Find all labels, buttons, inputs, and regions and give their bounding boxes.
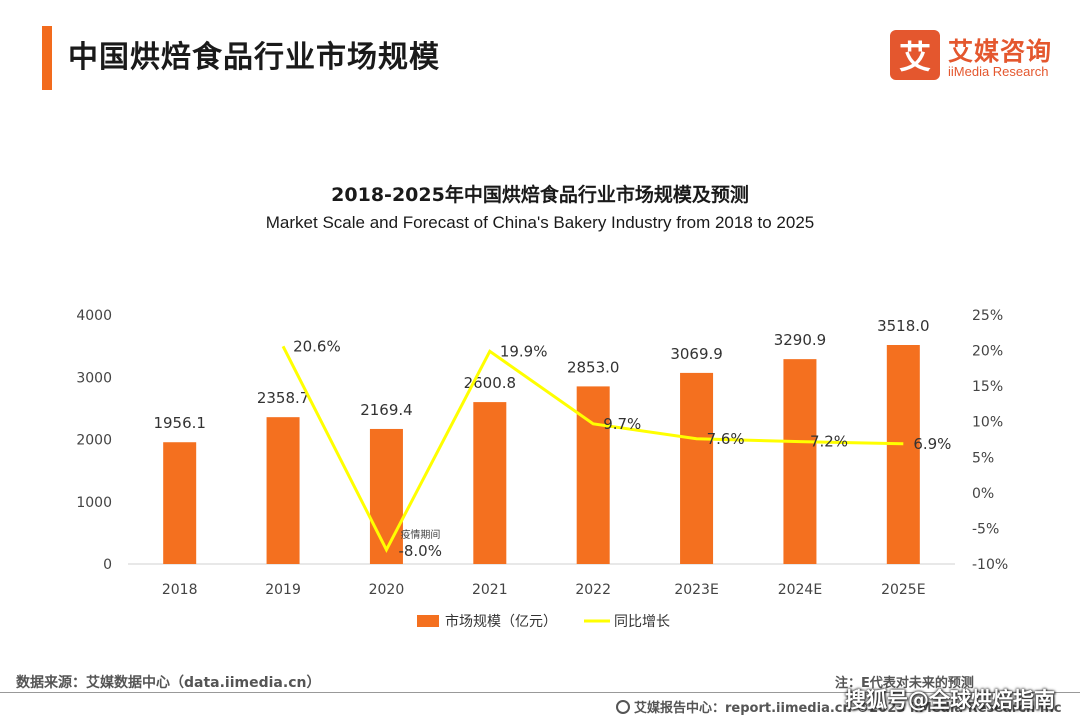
bar-value-label: 2853.0 <box>567 358 620 376</box>
right-tick-label: 10% <box>972 415 1003 431</box>
left-tick-label: 0 <box>103 557 112 573</box>
right-tick-label: -10% <box>972 557 1008 573</box>
legend-swatch-bar <box>417 615 439 627</box>
x-tick-label: 2023E <box>674 582 718 598</box>
x-tick-label: 2018 <box>162 582 198 598</box>
annotation-label: 疫情期间 <box>400 528 440 541</box>
x-tick-label: 2025E <box>881 582 925 598</box>
bar-value-label: 2169.4 <box>360 401 413 419</box>
footer-report: 艾媒报告中心：report.iimedia.cn ©2023 iiMedia R… <box>616 697 1062 716</box>
growth-value-label: 7.6% <box>707 430 745 448</box>
left-tick-label: 4000 <box>76 308 112 324</box>
bar-value-label: 1956.1 <box>153 414 206 432</box>
bar <box>163 442 197 564</box>
logo-mark-icon: 艾 <box>890 30 940 80</box>
footer-divider <box>0 692 1080 693</box>
x-tick-label: 2022 <box>575 582 611 598</box>
x-tick-label: 2019 <box>265 582 301 598</box>
left-tick-label: 1000 <box>76 495 112 511</box>
growth-value-label: 19.9% <box>500 342 548 360</box>
chart-title: 2018-2025年中国烘焙食品行业市场规模及预测 <box>331 184 749 206</box>
left-tick-label: 3000 <box>76 370 112 386</box>
report-center-icon <box>616 700 630 714</box>
title-accent-bar <box>42 26 52 90</box>
page-title: 中国烘焙食品行业市场规模 <box>68 40 440 75</box>
bar <box>473 402 507 564</box>
data-source: 数据来源：艾媒数据中心（data.iimedia.cn） <box>16 675 321 691</box>
x-tick-label: 2021 <box>472 582 508 598</box>
chart-subtitle: Market Scale and Forecast of China's Bak… <box>265 213 815 232</box>
bar <box>369 428 403 564</box>
bar <box>680 372 714 564</box>
right-tick-label: 25% <box>972 308 1003 324</box>
right-tick-label: 5% <box>972 450 994 466</box>
forecast-note: 注：E代表对未来的预测 <box>835 676 974 691</box>
legend-label-line: 同比增长 <box>614 614 670 630</box>
x-tick-label: 2020 <box>369 582 405 598</box>
right-tick-label: -5% <box>972 521 999 537</box>
growth-value-label: -8.0% <box>398 542 442 560</box>
bar <box>886 345 920 564</box>
watermark: 搜狐号@全球烘焙指南 <box>845 688 1055 712</box>
growth-line <box>281 345 904 554</box>
growth-value-label: 6.9% <box>913 435 951 453</box>
logo-text-cn: 艾媒咨询 <box>948 37 1053 66</box>
logo-text-en: iiMedia Research <box>948 64 1049 79</box>
growth-value-label: 7.2% <box>810 433 848 451</box>
right-tick-label: 20% <box>972 344 1003 360</box>
bar <box>576 386 610 564</box>
bar-value-label: 3518.0 <box>877 317 930 335</box>
growth-value-label: 9.7% <box>603 415 641 433</box>
bar-value-label: 2358.7 <box>257 389 310 407</box>
bar-value-label: 3069.9 <box>670 345 723 363</box>
bar <box>266 417 300 564</box>
x-tick-label: 2024E <box>778 582 822 598</box>
bar <box>783 359 817 564</box>
right-tick-label: 15% <box>972 379 1003 395</box>
right-tick-label: 0% <box>972 486 994 502</box>
brand-logo: 艾 艾媒咨询 iiMedia Research <box>890 30 1060 82</box>
growth-value-label: 20.6% <box>293 337 341 355</box>
bar-value-label: 3290.9 <box>774 331 827 349</box>
footer-report-text: 艾媒报告中心：report.iimedia.cn ©2023 iiMedia R… <box>634 701 1062 716</box>
legend-label-bar: 市场规模（亿元） <box>445 613 557 630</box>
left-tick-label: 2000 <box>76 433 112 449</box>
